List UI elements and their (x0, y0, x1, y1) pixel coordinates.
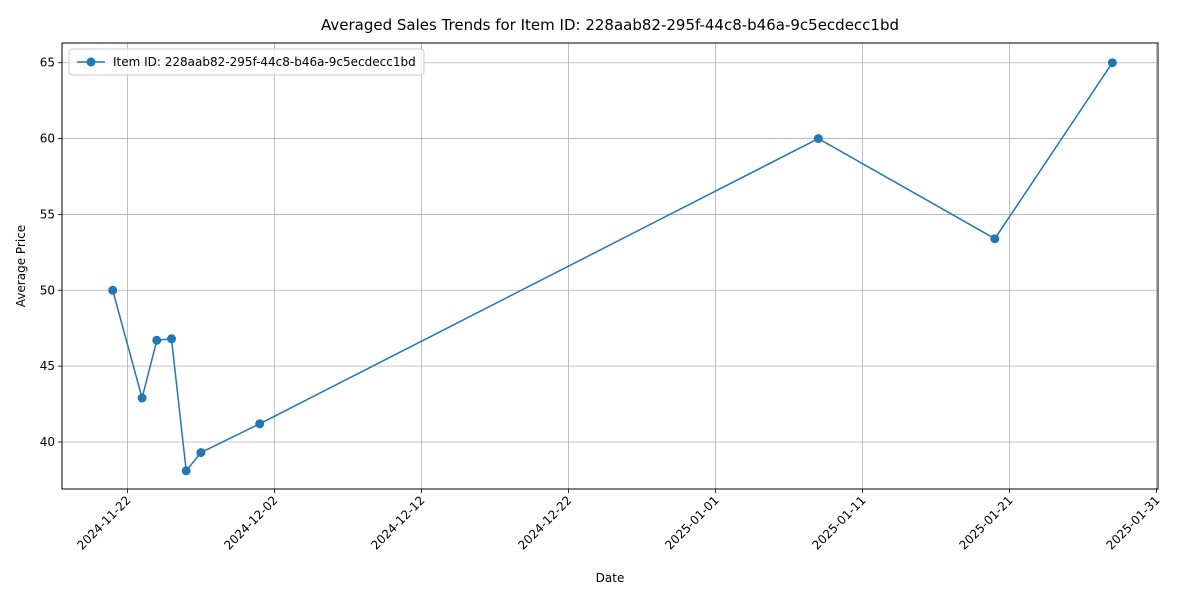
data-point (108, 285, 118, 295)
legend-label: Item ID: 228aab82-295f-44c8-b46a-9c5ecde… (113, 55, 416, 69)
x-tick-label: 2024-12-02 (221, 493, 280, 552)
series-line-0 (111, 62, 1114, 472)
legend-marker (86, 57, 96, 67)
x-tick-label: 2025-01-11 (809, 493, 868, 552)
data-point (1107, 58, 1117, 68)
series-layer (108, 58, 1117, 476)
plot-frame (61, 42, 1159, 490)
x-tick-label: 2025-01-21 (956, 493, 1015, 552)
data-point (152, 335, 162, 345)
y-tick-label: 45 (40, 359, 55, 373)
y-tick-label: 65 (40, 56, 55, 70)
data-point (255, 419, 265, 429)
x-axis: 2024-11-22 2024-12-02 2024-12-12 2024-12-22… (74, 489, 1163, 552)
legend: Item ID: 228aab82-295f-44c8-b46a-9c5ecde… (68, 48, 425, 76)
x-tick-label: 2024-11-22 (74, 493, 133, 552)
x-tick-label: 2025-01-01 (662, 493, 721, 552)
data-point (813, 134, 823, 144)
x-tick-label: 2024-12-12 (368, 493, 427, 552)
y-tick-label: 60 (40, 132, 55, 146)
y-tick-label: 40 (40, 435, 55, 449)
chart-title: Averaged Sales Trends for Item ID: 228aa… (321, 16, 899, 34)
data-point (196, 448, 206, 458)
x-axis-title: Date (596, 571, 625, 585)
data-point (181, 466, 191, 476)
y-axis-title: Average Price (14, 225, 28, 307)
data-point (990, 234, 1000, 244)
x-tick-label: 2024-12-22 (515, 493, 574, 552)
data-point (167, 334, 176, 344)
grid (62, 43, 1158, 489)
y-axis: 40 45 50 55 60 65 (40, 56, 62, 449)
x-tick-label: 2025-01-31 (1103, 493, 1162, 552)
data-point (137, 393, 147, 403)
y-tick-label: 50 (40, 283, 55, 297)
y-tick-label: 55 (40, 207, 55, 221)
legend-box (68, 48, 425, 76)
